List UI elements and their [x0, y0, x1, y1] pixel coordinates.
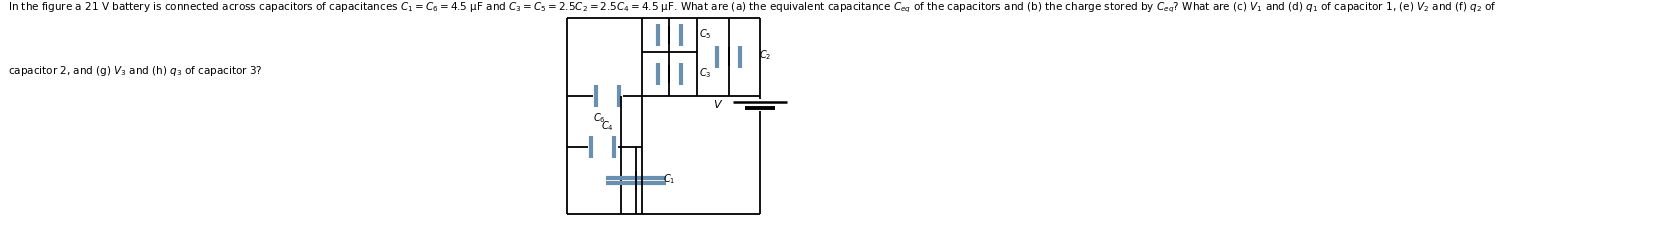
Text: $C_1$: $C_1$ [663, 172, 676, 185]
Text: $C_4$: $C_4$ [601, 119, 614, 133]
Text: In the figure a 21 V battery is connected across capacitors of capacitances $C_1: In the figure a 21 V battery is connecte… [8, 0, 1497, 15]
Text: $C_5$: $C_5$ [700, 27, 711, 40]
Text: $C_2$: $C_2$ [758, 48, 770, 62]
Text: $V$: $V$ [713, 98, 723, 110]
Text: capacitor 2, and (g) $V_3$ and (h) $q_3$ of capacitor 3?: capacitor 2, and (g) $V_3$ and (h) $q_3$… [8, 64, 263, 78]
Text: $C_6$: $C_6$ [592, 111, 606, 125]
Text: $C_3$: $C_3$ [700, 66, 711, 79]
